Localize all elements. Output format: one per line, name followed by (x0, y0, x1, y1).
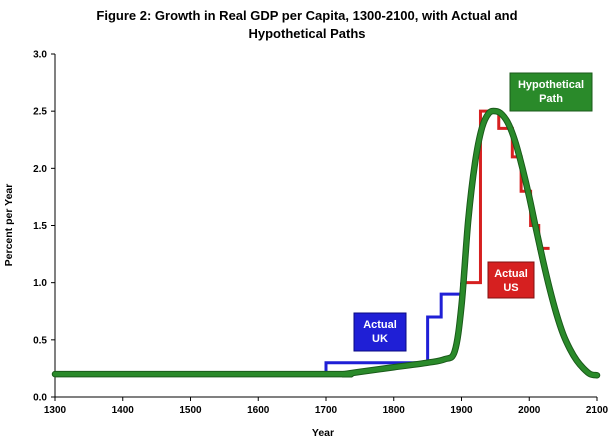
annotation-uk-box (353, 312, 407, 352)
x-tick-label: 2100 (586, 405, 609, 416)
x-tick-label: 1500 (179, 405, 202, 416)
x-tick-group: 1300 1400 1500 1600 1700 1800 1900 2000 2100 (44, 397, 609, 416)
x-tick-label: 2000 (518, 405, 541, 416)
series-group (51, 107, 601, 379)
annotation-hyp: Hypothetical Path (509, 72, 593, 112)
annotation-hyp-line-1: Hypothetical (518, 79, 584, 91)
annotation-us-line-2: US (503, 282, 518, 294)
annotation-hyp-line-2: Path (539, 93, 563, 105)
x-tick-label: 1700 (315, 405, 338, 416)
annotation-uk-line-1: Actual (363, 319, 397, 331)
annotation-us: Actual US (487, 261, 535, 299)
series-hypothetical-path-line (52, 108, 600, 378)
y-tick-label: 1.5 (33, 221, 47, 232)
annotation-us-box (487, 261, 535, 299)
x-tick-label: 1900 (450, 405, 473, 416)
y-tick-group: 0.0 0.5 1.0 1.5 2.0 2.5 3.0 (33, 50, 55, 404)
x-tick-label: 1300 (44, 405, 67, 416)
x-tick-label: 1800 (383, 405, 406, 416)
y-tick-label: 0.0 (33, 393, 47, 404)
y-tick-label: 3.0 (33, 50, 47, 61)
x-tick-label: 1400 (112, 405, 135, 416)
y-tick-label: 2.0 (33, 164, 47, 175)
series-actual-uk-line (55, 282, 463, 376)
y-tick-label: 1.0 (33, 278, 47, 289)
annotation-uk: Actual UK (353, 312, 407, 352)
annotation-hyp-box (509, 72, 593, 112)
chart-title-line-2: Hypothetical Paths (248, 26, 365, 41)
y-axis-label: Percent per Year (3, 184, 15, 267)
y-tick-label: 2.5 (33, 107, 47, 118)
x-axis-label: Year (312, 427, 334, 439)
x-tick-label: 1600 (247, 405, 270, 416)
annotation-uk-line-2: UK (372, 333, 388, 345)
series-actual-us-line (461, 109, 550, 285)
chart-title-line-1: Figure 2: Growth in Real GDP per Capita,… (96, 8, 517, 23)
annotation-us-line-1: Actual (494, 268, 528, 280)
y-tick-label: 0.5 (33, 335, 47, 346)
